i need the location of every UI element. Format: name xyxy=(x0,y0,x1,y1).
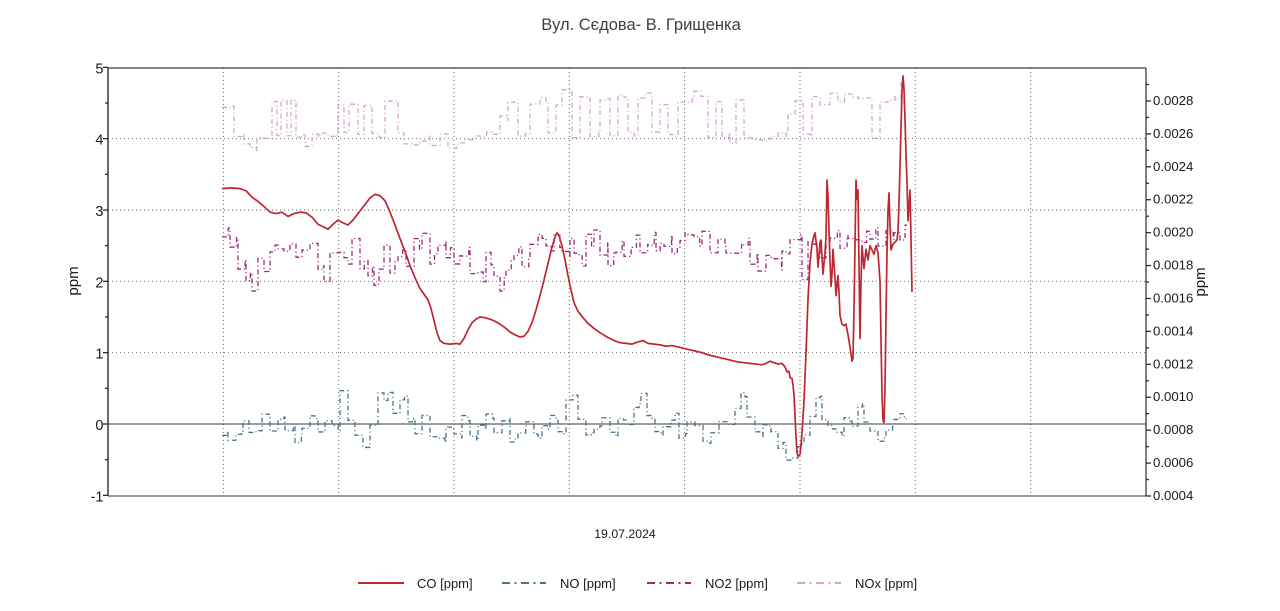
svg-text:0.0012: 0.0012 xyxy=(1153,356,1193,371)
svg-text:0.0004: 0.0004 xyxy=(1153,488,1193,503)
svg-text:CO [ppm]: CO [ppm] xyxy=(417,576,473,591)
svg-text:Вул. Сєдова- В. Грищенка: Вул. Сєдова- В. Грищенка xyxy=(541,16,741,34)
svg-text:ppm: ppm xyxy=(65,266,82,295)
svg-text:3: 3 xyxy=(95,204,103,220)
svg-text:0.0022: 0.0022 xyxy=(1153,192,1193,207)
svg-text:0.0008: 0.0008 xyxy=(1153,422,1193,437)
svg-text:19.07.2024: 19.07.2024 xyxy=(594,527,656,541)
svg-text:0.0028: 0.0028 xyxy=(1153,93,1193,108)
svg-text:0.0010: 0.0010 xyxy=(1153,389,1193,404)
svg-text:0.0006: 0.0006 xyxy=(1153,455,1193,470)
svg-text:0.0026: 0.0026 xyxy=(1153,126,1193,141)
svg-text:1: 1 xyxy=(95,347,103,363)
svg-text:NOx [ppm]: NOx [ppm] xyxy=(855,576,917,591)
svg-text:NO2 [ppm]: NO2 [ppm] xyxy=(705,576,768,591)
svg-text:0.0024: 0.0024 xyxy=(1153,159,1193,174)
svg-text:0.0016: 0.0016 xyxy=(1153,290,1193,305)
svg-text:-1: -1 xyxy=(91,489,104,505)
svg-text:2: 2 xyxy=(95,275,103,291)
svg-text:ppm: ppm xyxy=(1192,267,1209,296)
svg-text:NO [ppm]: NO [ppm] xyxy=(560,576,616,591)
svg-text:0.0014: 0.0014 xyxy=(1153,323,1193,338)
svg-text:5: 5 xyxy=(95,61,103,77)
svg-text:4: 4 xyxy=(95,133,103,149)
svg-text:0.0018: 0.0018 xyxy=(1153,258,1193,273)
svg-text:0: 0 xyxy=(95,418,103,434)
svg-text:0.0020: 0.0020 xyxy=(1153,225,1193,240)
